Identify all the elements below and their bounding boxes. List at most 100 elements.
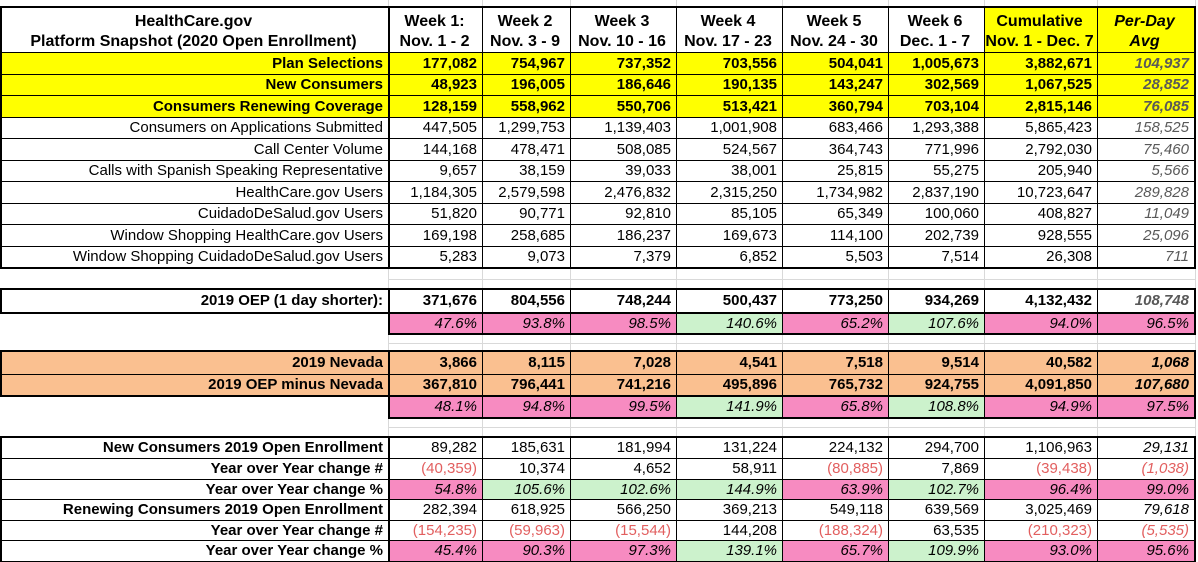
value-cell[interactable]: 11,049 xyxy=(1097,202,1194,224)
value-cell[interactable]: 447,505 xyxy=(388,116,482,138)
row-label[interactable]: Window Shopping HealthCare.gov Users xyxy=(2,224,388,246)
value-cell[interactable]: 364,743 xyxy=(782,138,888,160)
percent-cell[interactable]: 65.8% xyxy=(782,397,888,419)
value-cell[interactable]: 737,352 xyxy=(570,52,676,74)
value-cell[interactable]: 1,068 xyxy=(1097,352,1194,374)
value-cell[interactable]: 25,096 xyxy=(1097,224,1194,246)
value-cell[interactable]: 76,085 xyxy=(1097,95,1194,117)
value-cell[interactable]: 2,815,146 xyxy=(984,95,1097,117)
value-cell[interactable]: 741,216 xyxy=(570,373,676,395)
row-label[interactable]: Renewing Consumers 2019 Open Enrollment xyxy=(2,499,388,520)
value-cell[interactable]: 7,379 xyxy=(570,245,676,267)
value-cell[interactable]: 196,005 xyxy=(482,73,570,95)
value-cell[interactable]: 102.6% xyxy=(570,478,676,499)
value-cell[interactable]: 302,569 xyxy=(888,73,984,95)
value-cell[interactable]: 105.6% xyxy=(482,478,570,499)
row-label[interactable]: Year over Year change # xyxy=(2,458,388,479)
value-cell[interactable]: 639,569 xyxy=(888,499,984,520)
value-cell[interactable]: 289,828 xyxy=(1097,181,1194,203)
value-cell[interactable]: 1,184,305 xyxy=(388,181,482,203)
percent-cell[interactable]: 141.9% xyxy=(676,397,782,419)
value-cell[interactable]: 711 xyxy=(1097,245,1194,267)
percent-cell[interactable]: 47.6% xyxy=(388,313,482,335)
value-cell[interactable]: 7,028 xyxy=(570,352,676,374)
value-cell[interactable]: 63.9% xyxy=(782,478,888,499)
percent-cell[interactable]: 94.8% xyxy=(482,397,570,419)
row-label[interactable]: Consumers Renewing Coverage xyxy=(2,95,388,117)
value-cell[interactable]: 703,104 xyxy=(888,95,984,117)
value-cell[interactable]: 2,579,598 xyxy=(482,181,570,203)
value-cell[interactable]: (1,038) xyxy=(1097,458,1194,479)
row-label[interactable]: 2019 OEP minus Nevada xyxy=(2,373,388,395)
value-cell[interactable]: 79,618 xyxy=(1097,499,1194,520)
value-cell[interactable]: 7,869 xyxy=(888,458,984,479)
row-label[interactable]: Calls with Spanish Speaking Representati… xyxy=(2,159,388,182)
value-cell[interactable]: 63,535 xyxy=(888,519,984,540)
percent-cell[interactable]: 93.8% xyxy=(482,313,570,335)
value-cell[interactable]: 4,091,850 xyxy=(984,373,1097,395)
row-label[interactable]: 2019 OEP (1 day shorter): xyxy=(200,292,383,310)
value-cell[interactable]: 45.4% xyxy=(388,540,482,561)
value-cell[interactable]: 93.0% xyxy=(984,540,1097,561)
value-cell[interactable]: 109.9% xyxy=(888,540,984,561)
value-cell[interactable]: 169,673 xyxy=(676,224,782,246)
value-cell[interactable]: 4,652 xyxy=(570,458,676,479)
row-label[interactable]: 2019 Nevada xyxy=(2,352,388,374)
value-cell[interactable]: 4,132,432 xyxy=(984,290,1097,312)
value-cell[interactable]: 773,250 xyxy=(782,290,888,312)
value-cell[interactable]: (40,359) xyxy=(388,458,482,479)
value-cell[interactable]: 1,067,525 xyxy=(984,73,1097,95)
value-cell[interactable]: 1,734,982 xyxy=(782,181,888,203)
value-cell[interactable]: 1,005,673 xyxy=(888,52,984,74)
column-header-3[interactable]: Week 3 Nov. 10 - 16 xyxy=(570,8,676,52)
value-cell[interactable]: 748,244 xyxy=(570,290,676,312)
value-cell[interactable]: 181,994 xyxy=(570,437,676,458)
value-cell[interactable]: 771,996 xyxy=(888,138,984,160)
value-cell[interactable]: (188,324) xyxy=(782,519,888,540)
value-cell[interactable]: 10,374 xyxy=(482,458,570,479)
value-cell[interactable]: (59,963) xyxy=(482,519,570,540)
value-cell[interactable]: 224,132 xyxy=(782,437,888,458)
value-cell[interactable]: 928,555 xyxy=(984,224,1097,246)
percent-cell[interactable]: 94.9% xyxy=(984,397,1097,419)
value-cell[interactable]: 1,001,908 xyxy=(676,116,782,138)
value-cell[interactable]: 39,033 xyxy=(570,159,676,181)
value-cell[interactable]: 1,139,403 xyxy=(570,116,676,138)
value-cell[interactable]: 2,792,030 xyxy=(984,138,1097,160)
row-label[interactable]: Year over Year change % xyxy=(2,478,388,500)
percent-cell[interactable]: 48.1% xyxy=(388,397,482,419)
value-cell[interactable]: 139.1% xyxy=(676,540,782,561)
value-cell[interactable]: 804,556 xyxy=(482,290,570,312)
value-cell[interactable]: 95.6% xyxy=(1097,540,1194,561)
row-label[interactable]: HealthCare.gov Users xyxy=(2,181,388,203)
value-cell[interactable]: 190,135 xyxy=(676,73,782,95)
value-cell[interactable]: 143,247 xyxy=(782,73,888,95)
value-cell[interactable]: 185,631 xyxy=(482,437,570,458)
value-cell[interactable]: 99.0% xyxy=(1097,478,1194,499)
value-cell[interactable]: 131,224 xyxy=(676,437,782,458)
value-cell[interactable]: 108,748 xyxy=(1097,290,1194,312)
percent-cell[interactable]: 99.5% xyxy=(570,397,676,419)
value-cell[interactable]: 765,732 xyxy=(782,373,888,395)
value-cell[interactable]: 369,213 xyxy=(676,499,782,520)
value-cell[interactable]: (39,438) xyxy=(984,458,1097,479)
value-cell[interactable]: (15,544) xyxy=(570,519,676,540)
value-cell[interactable]: 2,315,250 xyxy=(676,181,782,203)
value-cell[interactable]: 9,514 xyxy=(888,352,984,374)
value-cell[interactable]: 186,646 xyxy=(570,73,676,95)
value-cell[interactable]: 796,441 xyxy=(482,373,570,395)
value-cell[interactable]: 1,299,753 xyxy=(482,116,570,138)
value-cell[interactable]: 144,208 xyxy=(676,519,782,540)
row-label[interactable]: New Consumers xyxy=(2,73,388,95)
value-cell[interactable]: 169,198 xyxy=(388,224,482,246)
value-cell[interactable]: 75,460 xyxy=(1097,138,1194,160)
value-cell[interactable]: 495,896 xyxy=(676,373,782,395)
value-cell[interactable]: 5,283 xyxy=(388,245,482,267)
value-cell[interactable]: 205,940 xyxy=(984,159,1097,181)
value-cell[interactable]: 7,518 xyxy=(782,352,888,374)
value-cell[interactable]: 408,827 xyxy=(984,202,1097,224)
value-cell[interactable]: 367,810 xyxy=(388,373,482,395)
row-label[interactable]: Window Shopping CuidadoDeSalud.gov Users xyxy=(2,245,388,268)
value-cell[interactable]: 524,567 xyxy=(676,138,782,160)
row-label[interactable]: Year over Year change % xyxy=(2,540,388,561)
